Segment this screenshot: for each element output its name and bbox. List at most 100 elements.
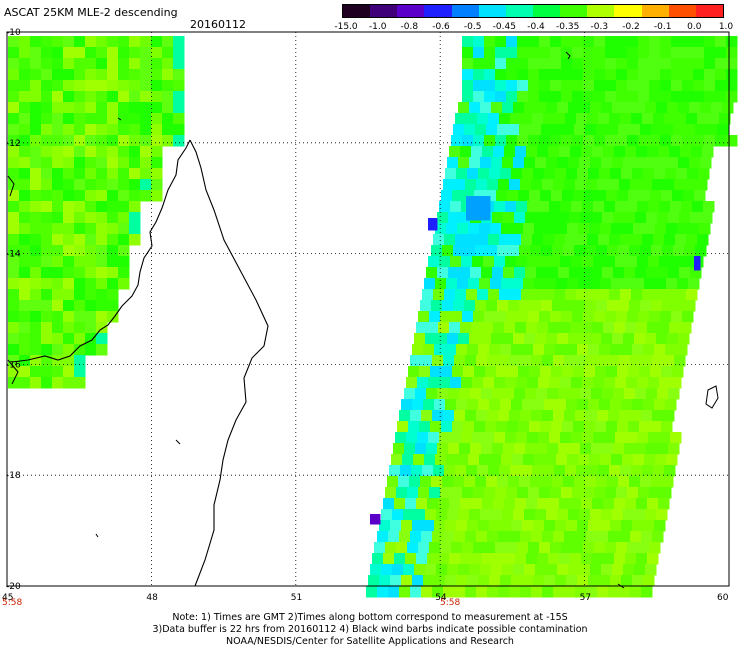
wind-cell [85,58,97,70]
wind-cell [495,91,507,103]
wind-cell [30,190,42,202]
wind-cell [129,190,141,202]
wind-cell [74,322,86,334]
wind-cell [536,212,548,224]
wind-cell [474,421,486,433]
wind-cell [85,300,97,312]
wind-cell [527,432,539,444]
wind-cell [633,454,645,466]
wind-cell [85,124,97,136]
wind-cell [118,190,130,202]
wind-cell [599,168,611,180]
wind-cell [533,520,545,532]
wind-cell [63,245,75,257]
wind-cell [8,146,20,158]
wind-cell [544,575,556,587]
wind-cell [518,366,530,378]
wind-cell [515,553,527,565]
wind-cell [118,91,130,103]
wind-cell [412,399,424,411]
wind-cell [448,388,460,400]
wind-cell [605,91,617,103]
wind-cell [630,410,642,422]
wind-cell [563,245,575,257]
wind-cell [601,157,613,169]
wind-cell [560,256,572,268]
wind-cell [431,245,443,257]
wind-cell [704,135,716,147]
wind-cell [455,465,467,477]
wind-cell [454,179,466,191]
wind-cell [623,102,635,114]
wind-cell [388,586,400,598]
wind-cell [381,564,393,576]
wind-cell [679,212,691,224]
wind-cell [52,201,64,213]
wind-cell [473,80,485,92]
wind-cell [107,58,119,70]
wind-cell [19,47,31,59]
wind-cell [629,245,641,257]
wind-cell [85,36,97,48]
wind-cell [526,498,538,510]
wind-cell [140,146,152,158]
wind-cell [675,289,687,301]
wind-cell [118,69,130,81]
wind-cell [514,388,526,400]
wind-cell [445,168,457,180]
wind-cell [688,278,700,290]
wind-cell [522,575,534,587]
wind-cell [621,399,633,411]
wind-cell [542,179,554,191]
wind-cell [641,410,653,422]
wind-cell [516,201,528,213]
wind-cell [506,91,518,103]
wind-cell [74,69,86,81]
wind-cell [74,190,86,202]
wind-cell [443,179,455,191]
wind-cell [528,36,540,48]
wind-cell [462,542,474,554]
wind-cell [410,531,422,543]
wind-cell [589,278,601,290]
wind-cell [704,69,716,81]
wind-cell [554,113,566,125]
wind-cell [455,113,467,125]
comoros-islands [95,117,181,538]
wind-cell [74,135,86,147]
wind-cell [568,564,580,576]
wind-cell [525,443,537,455]
wind-cell [74,36,86,48]
wind-cell [129,157,141,169]
wind-cell [549,256,561,268]
wind-cell [19,344,31,356]
wind-cell [561,135,573,147]
wind-cell [520,355,532,367]
wind-cell [52,36,64,48]
wind-cell [440,311,452,323]
wind-cell [63,69,75,81]
wind-cell [616,487,628,499]
wind-cell [107,190,119,202]
wind-cell [471,146,483,158]
wind-cell [538,432,550,444]
wind-cell [640,300,652,312]
wind-cell [601,564,613,576]
wind-cell [647,322,659,334]
wind-cell [501,223,513,235]
wind-cell [678,157,690,169]
wind-cell [599,399,611,411]
wind-cell [480,333,492,345]
wind-cell [608,179,620,191]
wind-cell [129,58,141,70]
wind-cell [484,47,496,59]
wind-cell [497,300,509,312]
wind-cell [435,454,447,466]
wind-cell [456,575,468,587]
wind-cell [468,278,480,290]
wind-cell [554,465,566,477]
wind-cell [508,300,520,312]
wind-cell [63,267,75,279]
wind-cell [651,124,663,136]
wind-cell [577,168,589,180]
